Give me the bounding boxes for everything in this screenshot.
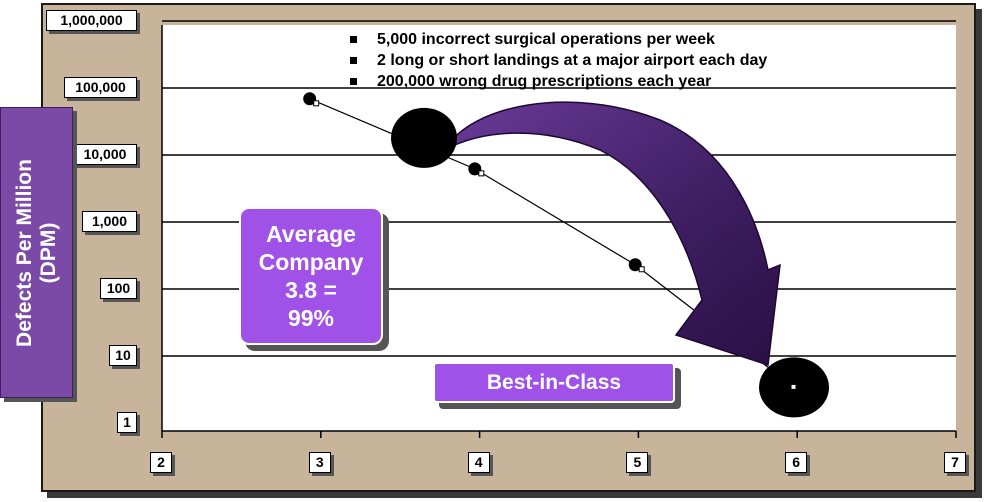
y-tick-label: 100 [100, 278, 137, 299]
data-point-marker [638, 266, 645, 273]
best-in-class-label: Best-in-Class [433, 362, 675, 403]
x-tick-label: 3 [308, 452, 331, 473]
data-point-marker [313, 100, 320, 107]
bullet-square-icon [350, 57, 357, 64]
notes-list: 5,000 incorrect surgical operations per … [350, 29, 767, 92]
data-point [303, 92, 317, 106]
data-point-marker [790, 383, 797, 390]
x-tick-label: 2 [150, 452, 172, 473]
y-axis-label: Defects Per Million (DPM) [12, 158, 60, 347]
note-text: 2 long or short landings at a major airp… [377, 52, 768, 69]
x-tick-label: 4 [467, 452, 490, 473]
note-item: 200,000 wrong drug prescriptions each ye… [350, 71, 767, 92]
note-text: 200,000 wrong drug prescriptions each ye… [377, 73, 712, 90]
note-item: 5,000 incorrect surgical operations per … [350, 29, 767, 50]
y-tick-label: 100,000 [64, 77, 137, 98]
y-tick-label: 10,000 [73, 144, 137, 165]
curved-arrow-icon [443, 101, 781, 366]
y-tick-label: 10 [109, 345, 137, 366]
callout-line: Company [258, 249, 364, 275]
bullet-square-icon [350, 78, 357, 85]
x-tick-label: 7 [944, 452, 966, 473]
x-tick-label: 5 [626, 452, 649, 473]
data-point [468, 162, 482, 176]
callout-line: Average [266, 221, 356, 247]
callout-line: 3.8 = [285, 277, 337, 303]
highlight-bubble [391, 107, 458, 168]
y-tick-label: 1 [117, 412, 137, 433]
average-company-callout: Average Company 3.8 = 99% [239, 207, 383, 345]
note-item: 2 long or short landings at a major airp… [350, 50, 767, 71]
data-point [628, 258, 642, 272]
data-point-marker [478, 170, 485, 177]
y-axis-label-box: Defects Per Million (DPM) [0, 107, 73, 398]
y-tick-label: 1,000 [82, 211, 137, 232]
note-text: 5,000 incorrect surgical operations per … [377, 31, 715, 48]
bullet-square-icon [350, 36, 357, 43]
y-tick-label: 1,000,000 [46, 10, 137, 31]
callout-line: 99% [287, 305, 335, 331]
x-tick-label: 6 [785, 452, 808, 473]
